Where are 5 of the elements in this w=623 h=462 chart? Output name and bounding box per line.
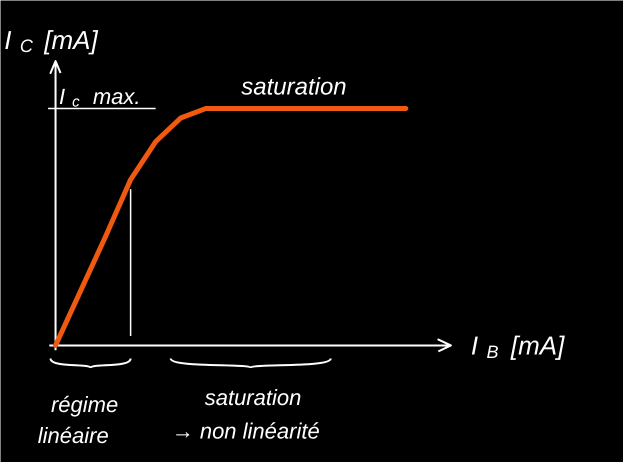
text: saturation [241, 74, 347, 101]
text: saturation [204, 385, 302, 410]
text: linéaire [38, 422, 109, 448]
text: régime [50, 392, 118, 418]
text: → non linéarité [172, 418, 320, 444]
